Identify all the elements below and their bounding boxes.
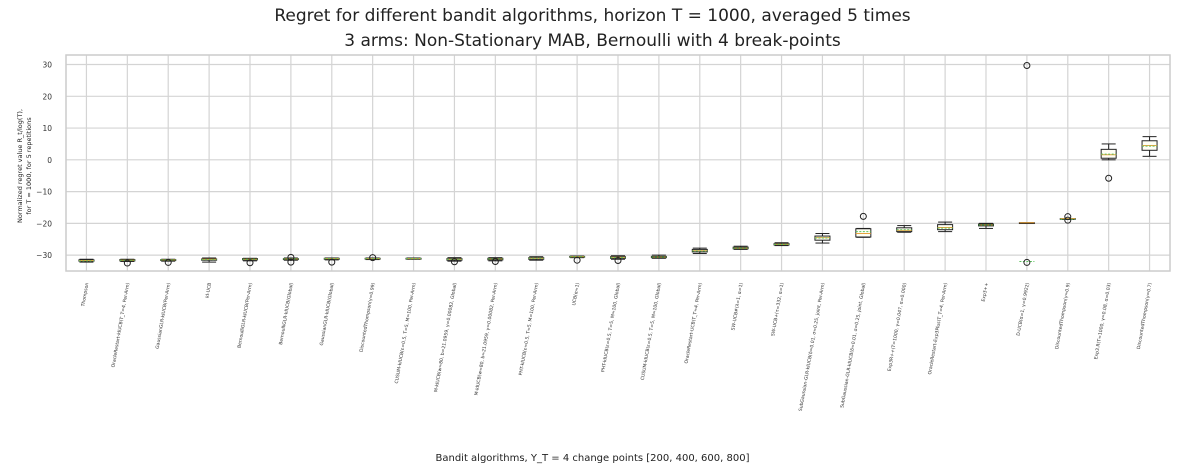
outlier-point: [859, 212, 867, 220]
outlier-point: [1105, 174, 1113, 182]
x-tick-label: DiscountedThompson(γ=0.9): [1054, 282, 1072, 350]
outlier-point: [573, 256, 581, 264]
box-8: [405, 257, 422, 260]
y-tick-label: −20: [36, 219, 52, 228]
grid: [66, 55, 1170, 271]
y-axis-label-line1: Normalized regret value R_t/log(T),: [16, 108, 24, 224]
box-25: [1100, 143, 1117, 182]
x-tick-label: D-UCB(α=1, γ=0.9922): [1016, 282, 1031, 336]
outlier-point: [614, 257, 622, 265]
outlier-point: [1064, 216, 1072, 224]
box-22: [978, 222, 994, 229]
box-17: [773, 242, 790, 247]
outlier-point: [246, 259, 254, 267]
outlier-point: [123, 259, 131, 267]
box-5: [282, 253, 299, 266]
x-tick-label: CUSUM-klUCB(ε=0.5, T=5, M=100, Per-Arm): [394, 282, 418, 384]
y-axis-label-line2: for T = 1000, for 5 repetitions: [25, 117, 33, 215]
chart-title-line2: 3 arms: Non-Stationary MAB, Bernoulli wi…: [344, 31, 841, 51]
x-tick-label: DiscountedThompson(γ=0.7): [1136, 282, 1154, 350]
y-tick-label: −30: [36, 251, 52, 260]
box-10: [487, 257, 504, 265]
box-7: [364, 254, 381, 262]
plot-frame: [65, 54, 1171, 272]
y-tick-label: 10: [42, 124, 52, 133]
x-tick-label: UCB(α=1): [571, 282, 581, 306]
x-tick-label: SW-UCB#(λ=1, α=1): [730, 282, 744, 331]
box-6: [323, 257, 340, 266]
box-21: [937, 221, 954, 233]
box-4: [242, 257, 258, 267]
x-tick-label: CUSUM-klUCB(ε=0.5, T=5, M=100, Global): [640, 282, 663, 381]
x-tick-label: M-klUCB(w=80, b=21.0959, γ=0.00082, Per-…: [474, 282, 500, 396]
box-11: [528, 256, 545, 261]
x-tick-label: SubGaussian-GLR-klUCB(δ=0.01, σ=0.25, jo…: [798, 282, 827, 412]
box-1: [119, 258, 136, 267]
outlier-point: [369, 254, 377, 262]
outlier-point: [287, 258, 295, 266]
box-12: [569, 255, 586, 264]
box-16: [732, 245, 749, 250]
outlier-point: [1023, 258, 1031, 266]
outlier-point: [164, 258, 172, 266]
x-tick-label: Thompson: [80, 282, 90, 308]
box-18: [814, 233, 831, 244]
x-tick-label: Exp3R++(T=1000, γ=0.047, α=0.000): [887, 282, 909, 372]
x-tick-label: kl-UCB: [205, 282, 214, 298]
outlier-point: [1064, 213, 1072, 221]
y-tick-label: 20: [42, 92, 52, 101]
y-axis-ticks: 30 20 10 0 −10 −20 −30: [36, 61, 52, 261]
box-13: [610, 255, 626, 265]
outlier-point: [1023, 61, 1031, 69]
x-tick-label: SubGaussian-GLR-klUCB(δ=0.01, σ=0.25, jo…: [839, 282, 867, 408]
x-tick-label: Exp3++: [981, 282, 990, 302]
boxes: [78, 61, 1158, 267]
box-26: [1141, 136, 1158, 157]
chart-title-line1: Regret for different bandit algorithms, …: [274, 6, 911, 26]
box-9: [446, 257, 463, 266]
box-2: [160, 258, 177, 266]
box-24: [1059, 213, 1076, 224]
x-tick-label: GaussianGLR-klUCB(Global): [319, 282, 336, 346]
x-tick-label: M-klUCB(w=80, b=21.0959, γ=0.00082, Glob…: [433, 282, 458, 393]
x-tick-label: OracleRestart-klUCB(T_T=4, Per-Arm): [110, 282, 131, 368]
x-tick-label: DiscountedThompson(γ=0.99): [359, 282, 377, 353]
box-19: [855, 212, 872, 238]
x-tick-label: PHT-klUCB(ε=0.5, T=5, M=100, Global): [600, 282, 622, 373]
y-tick-label: 0: [47, 156, 52, 165]
x-tick-label: Exp3.R(T=1000, γ=0.08, α=0.03): [1093, 282, 1112, 360]
y-tick-label: −10: [36, 188, 52, 197]
x-tick-label: OracleRestart-UCB(T_T=4, Per-Arm): [684, 282, 704, 364]
x-tick-label: BernoulliGLR-klUCB(Per-Arm): [237, 282, 254, 349]
outlier-point: [287, 253, 295, 261]
x-axis-tick-labels: Thompson OracleRestart-klUCB(T_T=4, Per-A…: [80, 282, 1153, 412]
box-0: [78, 258, 95, 263]
outlier-point: [328, 258, 336, 266]
x-tick-label: OracleRestart-Exp3Plus(T_T=4, Per-Arm): [927, 282, 949, 375]
outlier-point: [450, 258, 458, 266]
y-tick-label: 30: [42, 61, 52, 70]
box-15: [691, 247, 708, 255]
box-3: [201, 257, 218, 263]
x-tick-label: PHT-klUCB(ε=0.5, T=5, M=100, Per-Arm): [518, 282, 540, 376]
x-tick-label: SW-UCB+(τ=332, α=1): [770, 282, 785, 337]
box-iqr: [855, 228, 872, 238]
box-14: [650, 254, 667, 259]
box-20: [896, 225, 913, 233]
x-tick-label: GaussianGLR-klUCB(Per-Arm): [155, 282, 173, 349]
outlier-point: [491, 257, 499, 265]
x-axis-label: Bandit algorithms, Υ_T = 4 change points…: [435, 453, 750, 464]
box-23: [1018, 61, 1035, 266]
x-tick-label: BernoulliGLR-klUCB(Global): [278, 282, 295, 345]
